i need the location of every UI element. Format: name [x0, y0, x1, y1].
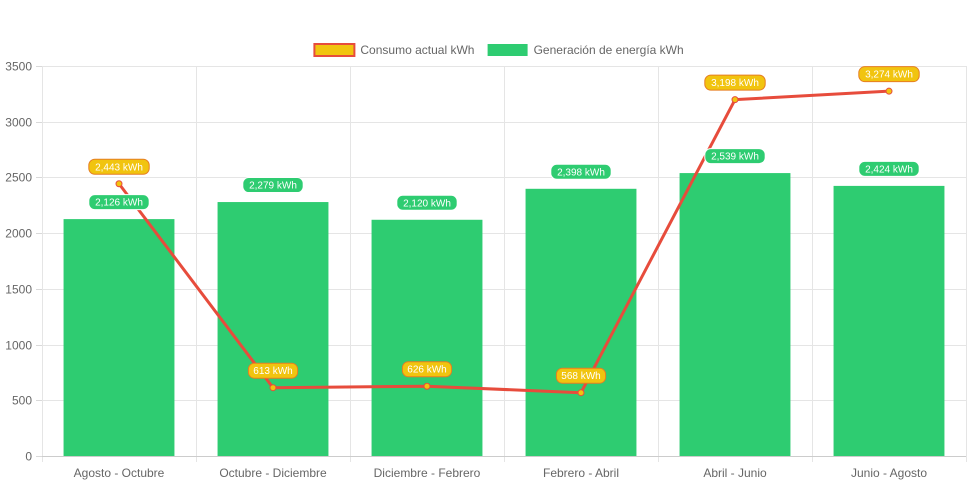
line-data-label: 568 kWh — [561, 371, 600, 382]
line-data-label-bg — [88, 158, 150, 175]
bar[interactable] — [371, 219, 483, 456]
bar[interactable] — [217, 202, 329, 456]
bar-data-label: 2,120 kWh — [403, 198, 451, 209]
consumption-line — [117, 89, 890, 395]
bar-series — [63, 173, 945, 456]
y-tick-label: 3000 — [5, 116, 32, 130]
line-point[interactable] — [115, 180, 123, 188]
y-tick-label: 1000 — [5, 339, 32, 353]
bar-data-label: 2,398 kWh — [557, 167, 605, 178]
bar-data-label-bg — [550, 163, 612, 180]
legend-swatch[interactable] — [313, 43, 356, 57]
bar-data-label: 2,126 kWh — [95, 198, 143, 209]
bar[interactable] — [833, 185, 945, 456]
bar-data-label: 2,539 kWh — [711, 152, 759, 163]
bar[interactable] — [525, 188, 637, 456]
bar-data-label-bg — [242, 177, 304, 194]
bar[interactable] — [679, 173, 791, 456]
bar-data-label: 2,279 kWh — [249, 181, 297, 192]
line-point[interactable] — [577, 389, 585, 397]
axes: 0 500 1000 1500 2000 2500 3000 3500 Agosto - Oct… — [5, 60, 966, 480]
bar-data-label-bg — [88, 194, 150, 211]
line-data-label: 3,198 kWh — [711, 78, 759, 89]
line-data-label-bg — [555, 367, 607, 384]
line-data-label-bg — [704, 74, 766, 91]
line-data-label: 626 kWh — [407, 365, 446, 376]
line-point[interactable] — [423, 382, 431, 390]
x-tick-label: Octubre - Diciembre — [219, 466, 327, 480]
legend: Consumo actual kWh Generación de energía … — [313, 43, 684, 57]
line-data-label-bg — [858, 66, 920, 83]
line-point[interactable] — [731, 96, 739, 104]
line-series — [115, 87, 893, 397]
x-tick-label: Junio - Agosto — [851, 466, 927, 480]
bar-data-label-bg — [858, 160, 920, 177]
y-tick-label: 3500 — [5, 60, 32, 74]
line-data-label: 2,443 kWh — [95, 162, 143, 173]
bar[interactable] — [63, 219, 175, 456]
line-data-label-bg — [247, 362, 299, 379]
line-point[interactable] — [885, 87, 893, 95]
y-tick-label: 2000 — [5, 227, 32, 241]
y-tick-label: 500 — [12, 394, 32, 408]
bar-data-label-bg — [704, 148, 766, 165]
line-data-label: 613 kWh — [253, 366, 292, 377]
x-tick-label: Febrero - Abril — [543, 466, 619, 480]
data-labels: 2,126 kWh 2,279 kWh 2,120 kWh 2,398 kWh 2,53… — [88, 66, 920, 384]
bar-data-label-bg — [396, 194, 458, 211]
x-tick-label: Agosto - Octubre — [74, 466, 165, 480]
x-tick-label: Abril - Junio — [703, 466, 767, 480]
grid — [42, 66, 967, 462]
line-data-label: 3,274 kWh — [865, 70, 913, 81]
legend-label[interactable]: Consumo actual kWh — [360, 43, 474, 57]
legend-swatch[interactable] — [487, 44, 528, 56]
bar-data-label: 2,424 kWh — [865, 164, 913, 175]
legend-label[interactable]: Generación de energía kWh — [534, 43, 684, 57]
y-tick-label: 0 — [25, 450, 32, 464]
line-point[interactable] — [269, 384, 277, 392]
y-tick-label: 1500 — [5, 283, 32, 297]
y-tick-label: 2500 — [5, 171, 32, 185]
line-data-label-bg — [401, 361, 453, 378]
x-tick-label: Diciembre - Febrero — [374, 466, 481, 480]
